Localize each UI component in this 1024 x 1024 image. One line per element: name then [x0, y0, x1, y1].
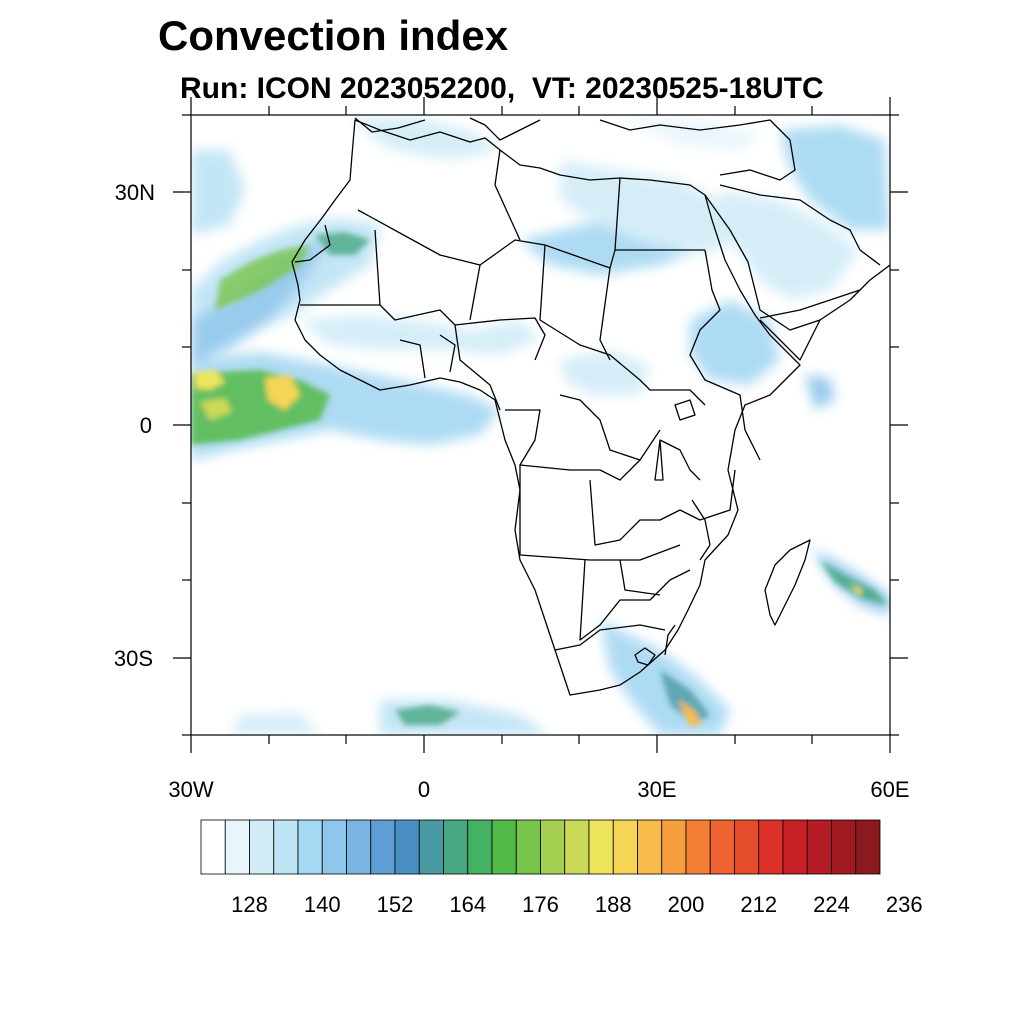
axis-ticks	[173, 97, 908, 753]
colorbar-swatch	[467, 819, 493, 875]
colorbar-swatch	[588, 819, 614, 875]
colorbar-tick-label: 128	[231, 892, 268, 917]
lat-label-30s: 30S	[114, 646, 153, 671]
colorbar-swatch	[249, 819, 275, 875]
convection-field	[191, 118, 890, 735]
lon-label-0: 0	[418, 777, 430, 802]
colorbar-tick-label: 176	[522, 892, 559, 917]
colorbar	[200, 819, 881, 875]
lon-label-30w: 30W	[168, 777, 213, 802]
colorbar-tick-label: 200	[668, 892, 705, 917]
lat-label-30n: 30N	[115, 180, 155, 205]
colorbar-swatch	[734, 819, 760, 875]
colorbar-swatch	[394, 819, 420, 875]
lon-label-60e: 60E	[870, 777, 909, 802]
colorbar-swatch	[273, 819, 299, 875]
colorbar-swatch	[491, 819, 517, 875]
colorbar-swatch	[321, 819, 347, 875]
colorbar-tick-label: 212	[740, 892, 777, 917]
colorbar-swatch	[515, 819, 541, 875]
colorbar-swatch	[782, 819, 808, 875]
colorbar-swatch	[418, 819, 444, 875]
colorbar-swatch	[540, 819, 566, 875]
colorbar-swatch	[685, 819, 711, 875]
colorbar-swatch	[855, 819, 881, 875]
plot-subtitle: Run: ICON 2023052200, VT: 20230525-18UTC	[180, 72, 824, 105]
colorbar-swatch	[297, 819, 323, 875]
colorbar-swatch	[346, 819, 372, 875]
colorbar-labels: 128 140 152 164 176 188 200 212 224 236	[231, 892, 922, 917]
lat-label-0: 0	[140, 413, 152, 438]
colorbar-swatch	[709, 819, 735, 875]
colorbar-swatch	[564, 819, 590, 875]
plot-title: Convection index	[158, 12, 509, 59]
colorbar-swatch	[831, 819, 857, 875]
colorbar-swatch	[443, 819, 469, 875]
colorbar-tick-label: 152	[377, 892, 414, 917]
colorbar-swatch	[612, 819, 638, 875]
colorbar-swatch	[661, 819, 687, 875]
colorbar-swatch	[200, 819, 226, 875]
colorbar-tick-label: 164	[449, 892, 486, 917]
lon-label-30e: 30E	[637, 777, 676, 802]
country-borders	[291, 117, 890, 696]
colorbar-swatch	[370, 819, 396, 875]
colorbar-tick-label: 188	[595, 892, 632, 917]
colorbar-tick-label: 140	[304, 892, 341, 917]
colorbar-tick-label: 236	[886, 892, 923, 917]
colorbar-swatch	[637, 819, 663, 875]
colorbar-swatch	[224, 819, 250, 875]
colorbar-tick-label: 224	[813, 892, 850, 917]
colorbar-swatch	[758, 819, 784, 875]
colorbar-swatch	[806, 819, 832, 875]
